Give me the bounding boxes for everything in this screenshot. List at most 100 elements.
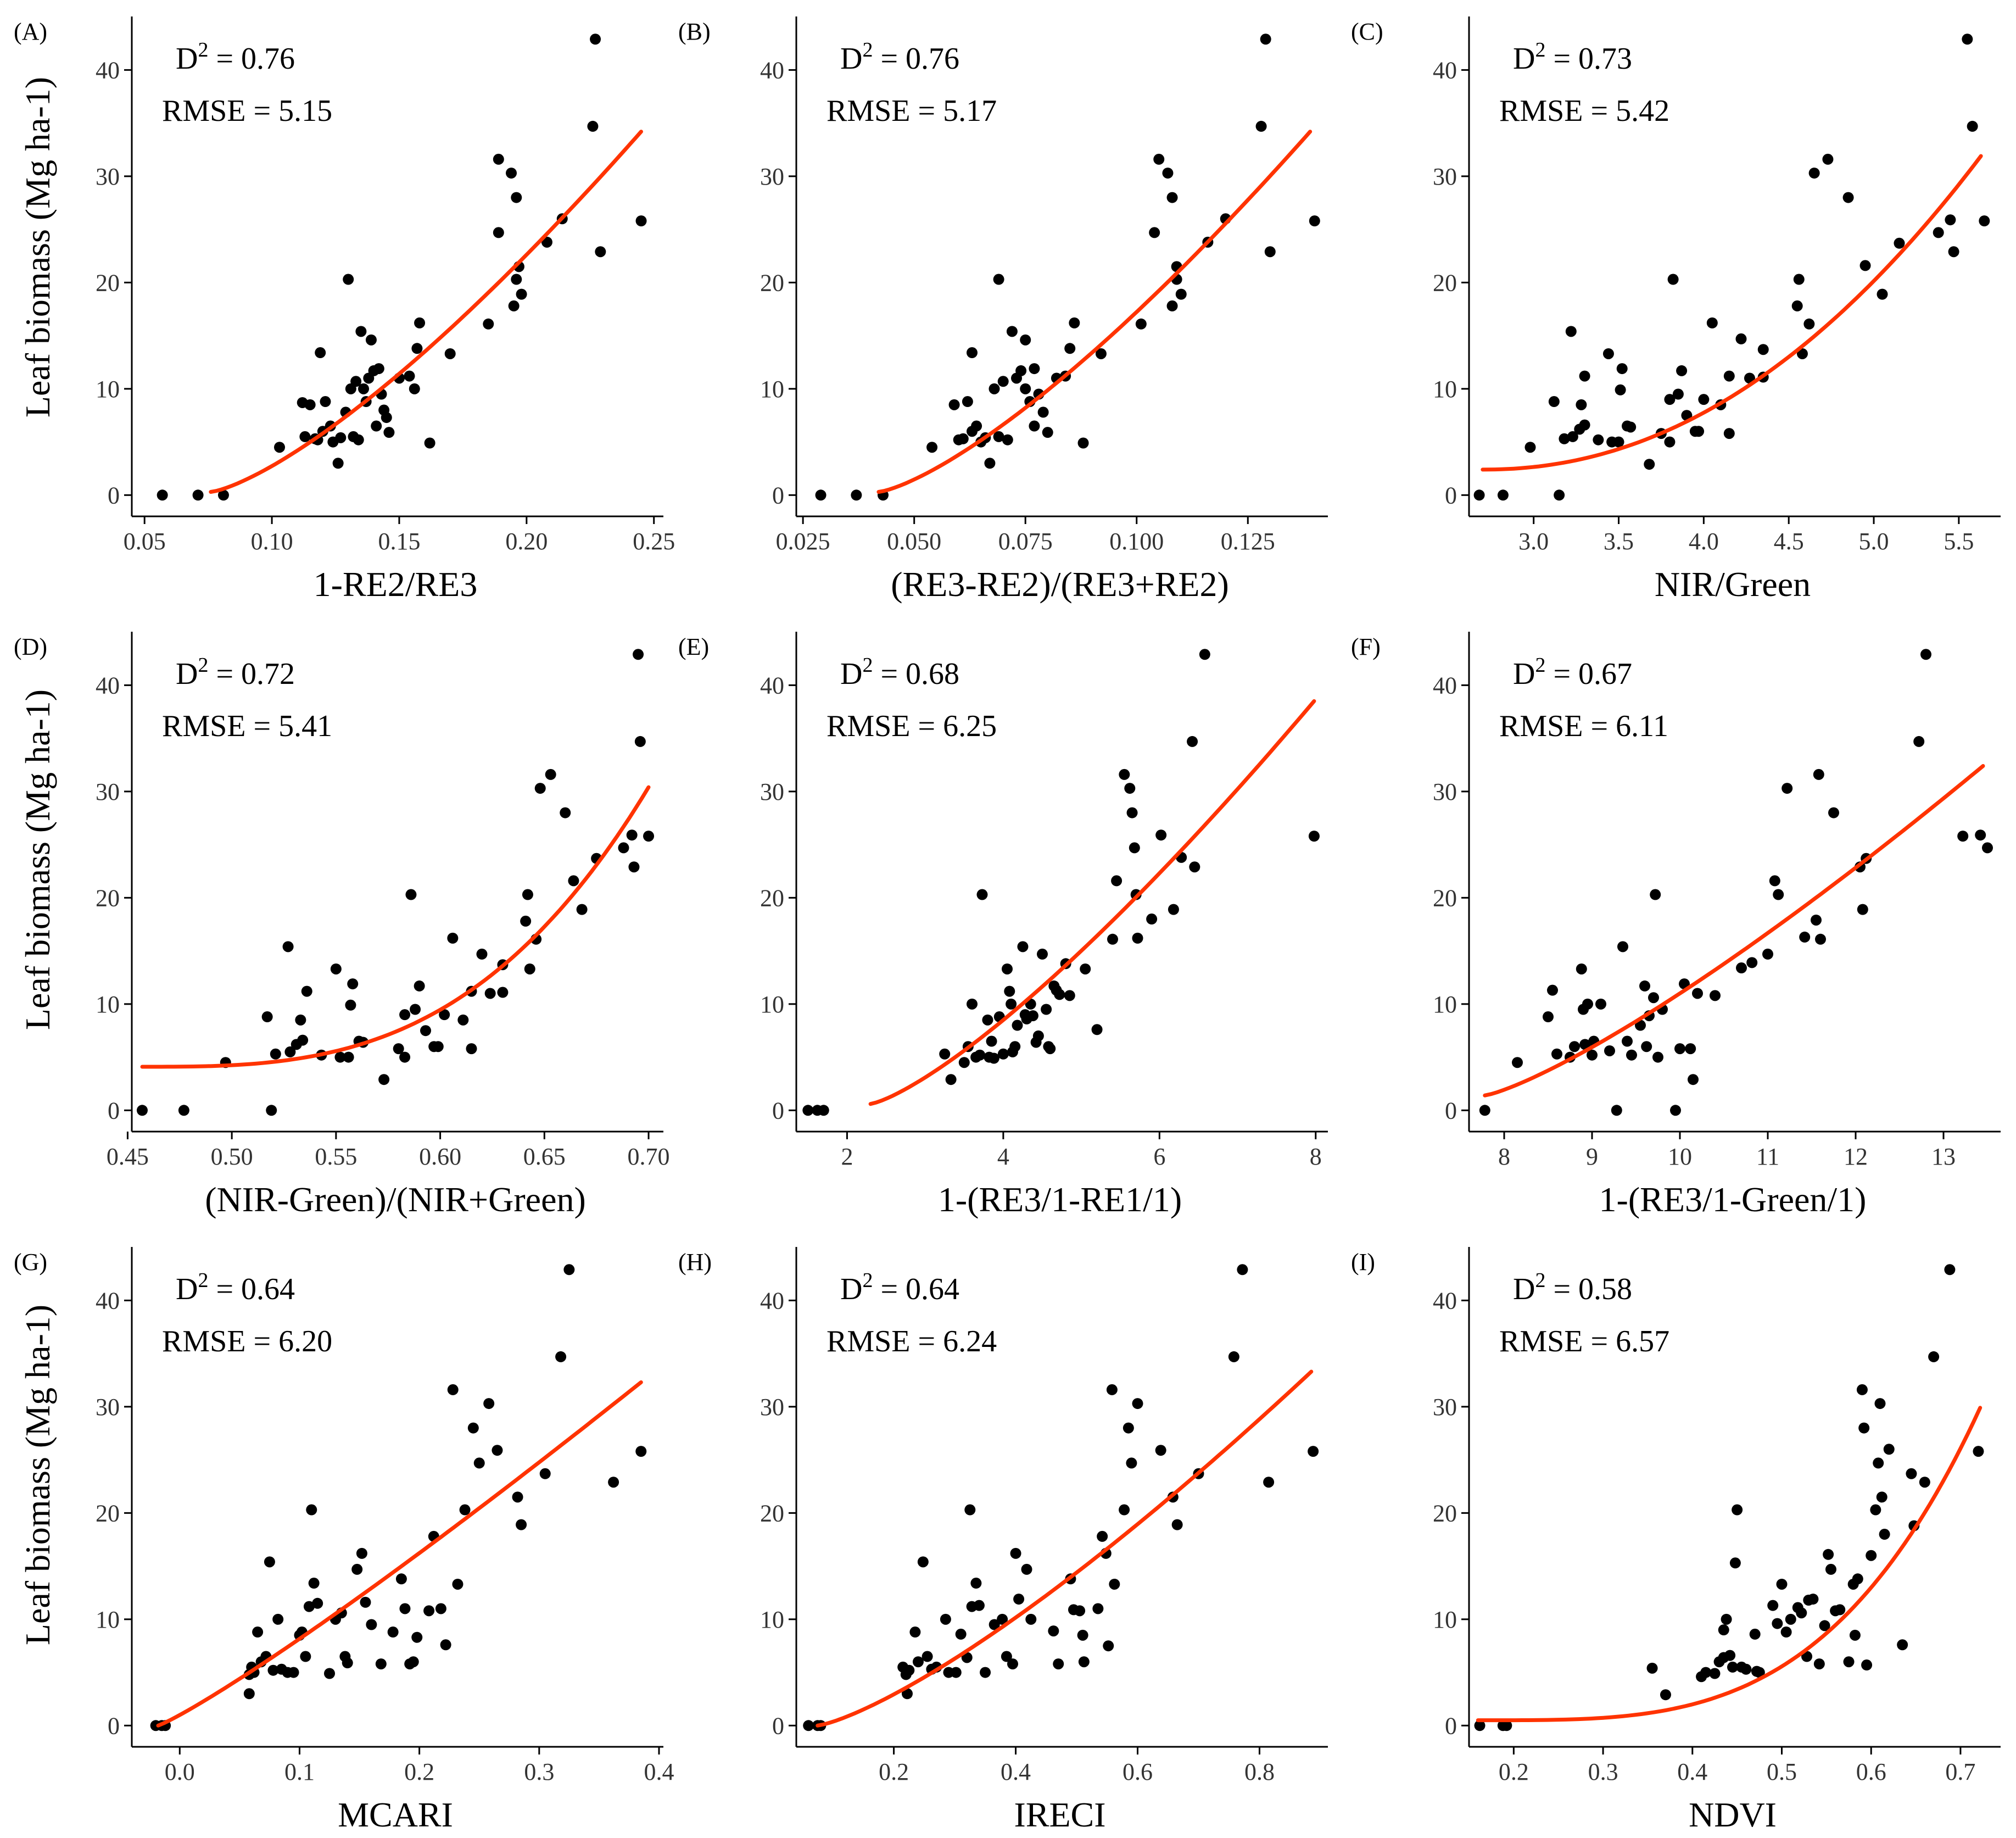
data-point — [1709, 1668, 1721, 1679]
data-point — [1187, 736, 1198, 747]
data-point — [1155, 1445, 1166, 1456]
data-point — [1126, 807, 1138, 818]
y-axis-label-row-3: Leaf biomass (Mg ha-1) — [18, 1305, 57, 1645]
data-point — [940, 1613, 951, 1625]
y-tick-label: 40 — [96, 1287, 120, 1314]
data-point — [1037, 406, 1049, 418]
data-point — [1255, 120, 1267, 132]
panel-label: (F) — [1351, 633, 1381, 660]
x-tick-label: 6 — [1153, 1143, 1165, 1170]
rmse-annotation: RMSE = 5.42 — [1499, 94, 1669, 128]
data-point — [497, 987, 509, 998]
data-point — [347, 978, 359, 990]
x-tick-label: 0.50 — [211, 1143, 253, 1170]
data-point — [1237, 1264, 1248, 1276]
data-point — [411, 343, 423, 354]
data-point — [300, 1651, 311, 1662]
data-point — [312, 1597, 323, 1609]
rmse-annotation: RMSE = 5.41 — [162, 709, 332, 743]
data-point — [1263, 1477, 1275, 1488]
data-point — [1579, 1039, 1591, 1050]
data-point — [1126, 1457, 1137, 1469]
data-point — [1822, 153, 1834, 165]
x-tick-label: 0.3 — [1588, 1758, 1618, 1785]
data-point — [423, 1605, 435, 1617]
data-point — [1780, 1627, 1792, 1638]
data-point — [1616, 363, 1628, 375]
x-tick-label: 0.8 — [1244, 1758, 1275, 1785]
data-point — [1029, 363, 1040, 375]
data-point — [330, 963, 342, 974]
data-point — [595, 246, 606, 258]
data-point — [1870, 1504, 1881, 1516]
y-tick-label: 30 — [760, 163, 784, 190]
y-tick-label: 40 — [1433, 1287, 1457, 1314]
data-point — [1727, 1661, 1738, 1673]
data-point — [926, 442, 938, 453]
data-point — [1879, 1529, 1890, 1540]
data-point — [1166, 300, 1178, 311]
data-point — [948, 399, 960, 410]
data-point — [1664, 436, 1676, 448]
data-point — [301, 985, 312, 997]
data-point — [383, 427, 395, 438]
data-point — [1672, 388, 1684, 400]
data-point — [1823, 1549, 1834, 1560]
y-tick-label: 20 — [1433, 884, 1457, 911]
data-point — [1479, 1105, 1490, 1116]
data-point — [1843, 1656, 1855, 1668]
data-point — [252, 1627, 264, 1638]
data-point — [982, 1014, 993, 1026]
data-point — [1652, 1051, 1663, 1063]
data-point — [1856, 1384, 1868, 1395]
data-point — [1749, 1628, 1761, 1640]
data-point — [375, 1658, 387, 1670]
data-point — [411, 1631, 423, 1643]
data-point — [1309, 215, 1320, 227]
data-point — [1740, 1663, 1752, 1675]
data-point — [484, 988, 496, 999]
x-tick-label: 0.05 — [124, 528, 166, 555]
data-point — [1001, 1651, 1012, 1662]
data-point — [626, 829, 638, 841]
data-point — [1828, 807, 1839, 818]
data-point — [1579, 370, 1590, 382]
data-point — [1149, 227, 1160, 238]
data-point — [539, 1468, 551, 1479]
data-point — [1801, 1651, 1813, 1662]
x-tick-label: 0.2 — [879, 1758, 909, 1785]
data-point — [1874, 1398, 1886, 1410]
data-point — [1692, 988, 1703, 999]
data-point — [1650, 889, 1661, 900]
y-tick-label: 10 — [1433, 376, 1457, 403]
data-point — [1688, 1074, 1699, 1085]
data-point — [1045, 1043, 1056, 1055]
data-point — [1064, 343, 1076, 354]
data-point — [1813, 1658, 1825, 1670]
data-point — [355, 326, 367, 337]
data-point — [1015, 365, 1027, 376]
data-point — [1723, 428, 1735, 439]
data-point — [628, 861, 640, 873]
x-tick-label: 0.050 — [887, 528, 941, 555]
data-point — [1782, 783, 1793, 794]
data-point — [1017, 941, 1029, 953]
data-point — [399, 1051, 411, 1063]
data-point — [511, 192, 522, 203]
y-tick-label: 0 — [108, 1712, 120, 1739]
data-point — [457, 1014, 469, 1026]
data-point — [901, 1688, 913, 1700]
data-point — [563, 1264, 575, 1276]
x-axis-title: IRECI — [1014, 1795, 1105, 1834]
data-point — [1587, 1049, 1598, 1061]
data-point — [342, 1657, 353, 1669]
y-tick-label: 20 — [760, 269, 784, 296]
data-point — [1004, 985, 1015, 997]
data-point — [608, 1477, 619, 1488]
data-point — [922, 1651, 933, 1662]
data-point — [1524, 442, 1536, 453]
data-point — [1029, 420, 1040, 432]
data-point — [1168, 904, 1179, 915]
data-point — [1799, 931, 1811, 943]
data-point — [444, 348, 456, 359]
